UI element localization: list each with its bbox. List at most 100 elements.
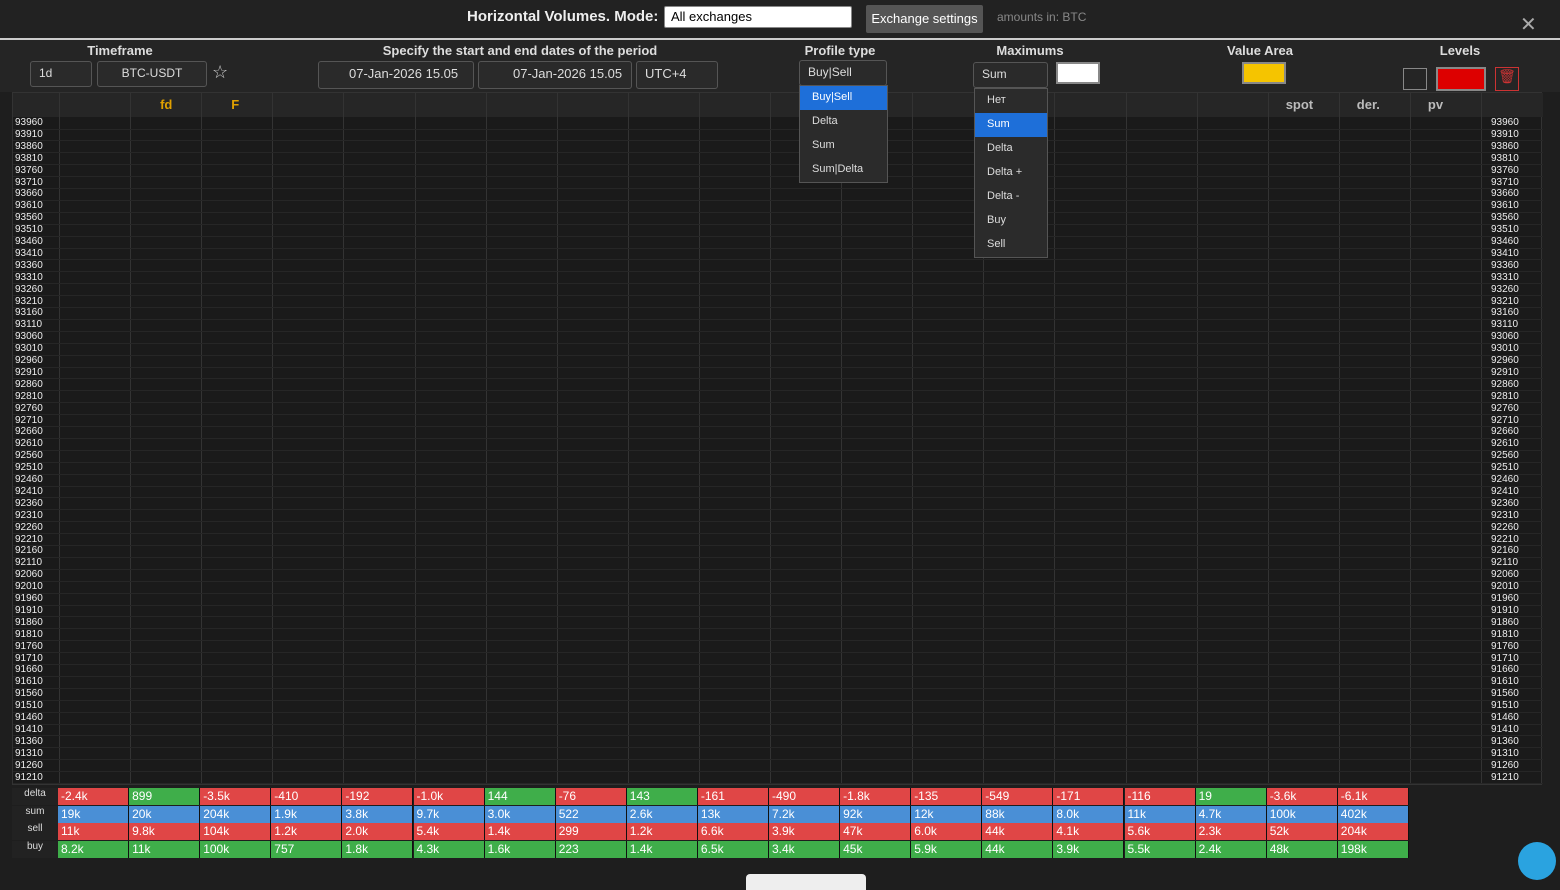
summary-cell: -116 — [1124, 788, 1196, 805]
summary-cell: 12k — [911, 805, 983, 823]
price: 93010 — [1491, 343, 1519, 355]
maximums-select[interactable]: Sum — [973, 62, 1048, 88]
price: 92560 — [15, 450, 43, 462]
row-line — [13, 247, 1543, 249]
price: 91210 — [15, 771, 43, 783]
price: 92110 — [1491, 557, 1519, 569]
price: 91760 — [15, 640, 43, 652]
summary-cell: 1.2k — [626, 823, 698, 840]
row-line — [13, 473, 1543, 475]
summary-cell: -76 — [555, 788, 627, 805]
exchange-button[interactable]: Exchange settings — [866, 5, 983, 33]
summary-cell: 1.4k — [484, 823, 556, 840]
timeframe[interactable]: 1d — [30, 61, 92, 87]
summary-cell: 100k — [1266, 805, 1338, 823]
color-swatch[interactable] — [1242, 62, 1286, 84]
summary-cell: 13k — [697, 805, 769, 823]
row-line — [13, 640, 1543, 642]
trash[interactable]: 🗑 — [1495, 67, 1519, 91]
color-swatch[interactable] — [1436, 67, 1486, 91]
telegram-button[interactable] — [1518, 842, 1556, 880]
menu-option[interactable]: Sell — [987, 238, 1006, 250]
summary-cell: 522 — [555, 805, 627, 823]
end-date[interactable]: 07-Jan-2026 15.05 — [478, 61, 632, 89]
units: amounts in: BTC — [997, 10, 1087, 24]
summary-cell: -171 — [1053, 788, 1125, 805]
price: 93510 — [15, 224, 43, 236]
summary-cell: 88k — [982, 805, 1054, 823]
row-line — [13, 783, 1543, 784]
symbol[interactable]: BTC-USDT — [97, 61, 207, 87]
menu-option[interactable]: Delta + — [987, 166, 1023, 178]
price: 92060 — [1491, 569, 1519, 581]
price: 92260 — [15, 521, 43, 533]
price: 93810 — [1491, 152, 1519, 164]
price: 92610 — [1491, 438, 1519, 450]
row-line — [13, 414, 1543, 416]
top-bar: Horizontal Volumes. Mode: All exchanges … — [0, 0, 1560, 38]
menu-option[interactable]: Sum — [975, 113, 1047, 137]
summary-cell: -192 — [342, 788, 414, 805]
price: 93960 — [1491, 117, 1519, 128]
summary-cell: 143 — [626, 788, 698, 805]
summary-cell: 7.2k — [769, 805, 841, 823]
menu-option[interactable]: Sum|Delta — [812, 163, 864, 175]
row-line — [13, 271, 1543, 273]
summary-cell: 1.4k — [626, 840, 698, 858]
row-line — [13, 295, 1543, 297]
price: 92660 — [1491, 426, 1519, 438]
price: 91410 — [1491, 723, 1519, 735]
price: 91460 — [15, 712, 43, 723]
row-line — [13, 759, 1543, 761]
menu-option[interactable]: Sum — [812, 139, 835, 151]
slider-icon[interactable] — [1403, 68, 1427, 90]
summary-cell: 104k — [200, 823, 272, 840]
price: 93760 — [15, 164, 43, 176]
column-label: fd — [160, 97, 173, 112]
summary-cell: 9.7k — [413, 805, 485, 823]
price: 92160 — [1491, 545, 1519, 557]
profile-select[interactable]: Buy|Sell — [799, 60, 887, 86]
close[interactable]: ✕ — [1520, 14, 1537, 36]
start-date[interactable]: 07-Jan-2026 15.05 — [318, 61, 474, 89]
summary-cell: 44k — [982, 840, 1054, 858]
timezone[interactable]: UTC+4 — [636, 61, 718, 89]
summary-cell: 144 — [484, 788, 556, 805]
price: 93960 — [15, 117, 43, 128]
price: 93560 — [1491, 212, 1519, 224]
price: 92310 — [1491, 509, 1519, 521]
menu-option[interactable]: Buy|Sell — [800, 86, 887, 110]
menu-option[interactable]: Delta - — [987, 190, 1020, 202]
summary-cell: 3.4k — [769, 840, 841, 858]
row-line — [13, 735, 1543, 737]
star[interactable]: ☆ — [212, 62, 229, 82]
price: 91560 — [1491, 688, 1519, 700]
mode-select[interactable]: All exchanges — [664, 6, 852, 28]
price: 93460 — [15, 236, 43, 247]
price: 92710 — [15, 414, 43, 426]
summary-cell: 2.6k — [626, 805, 698, 823]
price: 93460 — [1491, 236, 1519, 247]
price: 93560 — [15, 212, 43, 224]
summary-cell: 6.5k — [697, 840, 769, 858]
summary-cell: -3.6k — [1266, 788, 1338, 805]
profile-menu: Buy|Sell Delta Sum Sum|Delta — [799, 85, 888, 183]
price: 93260 — [1491, 283, 1519, 295]
summary-cell: 204k — [1337, 823, 1409, 840]
menu-option[interactable]: Buy — [987, 214, 1006, 226]
menu-option[interactable]: Нет — [987, 94, 1006, 106]
price: 93210 — [1491, 295, 1519, 307]
summary-cell: -6.1k — [1337, 788, 1409, 805]
price: 93310 — [15, 271, 43, 283]
menu-option[interactable]: Delta — [812, 115, 838, 127]
summary-cell: 11k — [58, 823, 130, 840]
menu-option[interactable]: Delta — [987, 142, 1013, 154]
row-line — [13, 497, 1543, 499]
row-line — [13, 449, 1543, 451]
price: 91310 — [1491, 747, 1519, 759]
color-swatch[interactable] — [1056, 62, 1100, 84]
summary-cell: 757 — [271, 840, 343, 858]
summary-cell: 3.0k — [484, 805, 556, 823]
row-line — [13, 188, 1543, 189]
